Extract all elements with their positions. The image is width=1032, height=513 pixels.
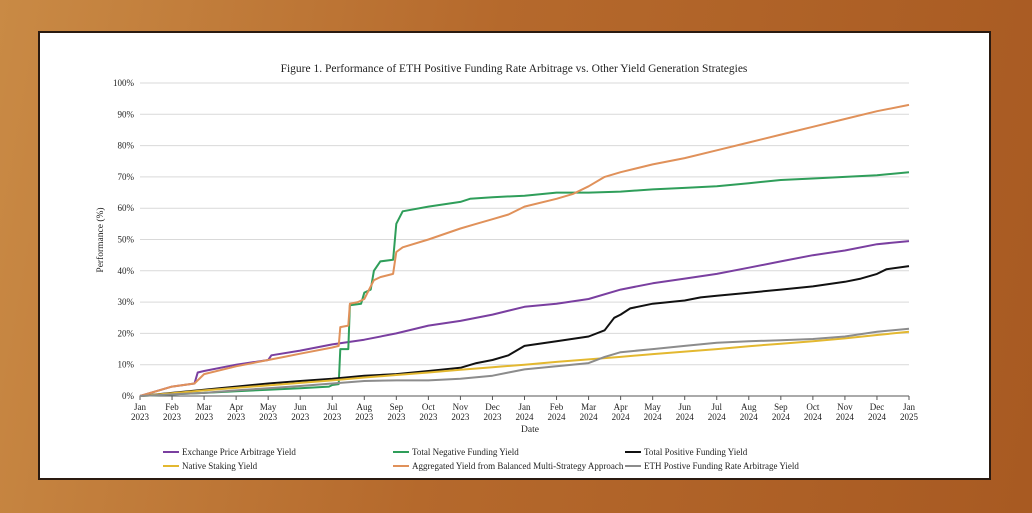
x-tick-label-year: 2025 <box>900 412 919 422</box>
x-tick-label-month: Jan <box>134 402 146 412</box>
x-tick-label-year: 2023 <box>387 412 406 422</box>
x-tick-label-month: Nov <box>453 402 469 412</box>
x-tick-label-month: Oct <box>422 402 435 412</box>
x-tick-label-year: 2023 <box>163 412 182 422</box>
y-tick-label: 10% <box>118 360 135 370</box>
series-line-1 <box>139 240 910 397</box>
y-tick-label: 0% <box>122 391 135 401</box>
x-tick-label-month: Mar <box>581 402 596 412</box>
x-tick-label-year: 2023 <box>355 412 374 422</box>
legend-label-3: Total Positive Funding Yield <box>644 447 748 457</box>
y-tick-label: 20% <box>118 328 135 338</box>
x-tick-label-month: Feb <box>165 402 179 412</box>
x-tick-label-year: 2023 <box>323 412 342 422</box>
x-tick-label-month: Jan <box>903 402 915 412</box>
series-line-2 <box>139 171 910 397</box>
y-tick-label: 40% <box>118 266 135 276</box>
x-tick-label-month: Aug <box>741 402 757 412</box>
x-tick-label-year: 2024 <box>516 412 535 422</box>
x-tick-label-month: Aug <box>357 402 373 412</box>
y-tick-label: 80% <box>118 141 135 151</box>
x-tick-label-month: Mar <box>197 402 212 412</box>
y-tick-label: 50% <box>118 235 135 245</box>
x-tick-label-month: Oct <box>806 402 819 412</box>
x-tick-label-month: Apr <box>614 402 628 412</box>
x-tick-label-year: 2023 <box>227 412 246 422</box>
x-tick-label-year: 2023 <box>483 412 502 422</box>
x-tick-label-month: Feb <box>550 402 564 412</box>
x-tick-label-year: 2024 <box>580 412 599 422</box>
x-tick-label-year: 2024 <box>708 412 727 422</box>
chart-title: Figure 1. Performance of ETH Positive Fu… <box>281 63 748 75</box>
x-tick-label-year: 2023 <box>195 412 214 422</box>
x-axis-label: Date <box>521 425 539 435</box>
x-tick-label-year: 2023 <box>451 412 470 422</box>
x-tick-label-year: 2023 <box>291 412 310 422</box>
x-tick-label-month: Apr <box>229 402 243 412</box>
x-tick-label-year: 2024 <box>644 412 663 422</box>
x-tick-label-year: 2024 <box>836 412 855 422</box>
x-tick-label-year: 2024 <box>676 412 695 422</box>
series-line-4 <box>139 330 910 397</box>
legend-label-4: Native Staking Yield <box>182 461 258 471</box>
y-tick-label: 70% <box>118 172 135 182</box>
x-tick-label-year: 2023 <box>419 412 438 422</box>
x-tick-label-month: Jun <box>294 402 307 412</box>
legend-label-1: Exchange Price Arbitrage Yield <box>182 447 296 457</box>
x-tick-label-year: 2023 <box>131 412 150 422</box>
x-tick-label-month: Jul <box>327 402 338 412</box>
y-tick-label: 100% <box>113 78 135 88</box>
x-tick-label-month: Sep <box>390 402 404 412</box>
gridlines <box>140 82 909 397</box>
legend-label-6: ETH Postive Funding Rate Arbitrage Yield <box>644 461 799 471</box>
x-tick-label-month: Jan <box>519 402 531 412</box>
x-tick-label-year: 2024 <box>740 412 759 422</box>
y-axis-label: Performance (%) <box>95 207 106 272</box>
x-tick-label-year: 2024 <box>804 412 823 422</box>
x-tick-label-year: 2024 <box>548 412 567 422</box>
x-tick-label-month: Dec <box>485 402 500 412</box>
x-tick-label-year: 2024 <box>868 412 887 422</box>
legend-label-2: Total Negative Funding Yield <box>412 447 519 457</box>
x-tick-label-year: 2024 <box>612 412 631 422</box>
x-tick-label-year: 2023 <box>259 412 278 422</box>
y-tick-label: 30% <box>118 297 135 307</box>
y-tick-label: 90% <box>118 109 135 119</box>
series-line-6 <box>139 327 910 397</box>
x-tick-label-month: Jul <box>711 402 722 412</box>
x-tick-label-year: 2024 <box>772 412 791 422</box>
legend-label-5: Aggregated Yield from Balanced Multi-Str… <box>412 461 624 471</box>
x-tick-label-month: Sep <box>774 402 788 412</box>
chart-legend: Exchange Price Arbitrage Yield Total Nega… <box>163 447 799 471</box>
series-line-5 <box>139 103 910 397</box>
chart-panel: Figure 1. Performance of ETH Positive Fu… <box>38 31 991 480</box>
x-tick-label-month: May <box>260 402 277 412</box>
y-axis-ticks: 0% 10% 20% 30% 40% 50% 60% 70% 80% 90% 100% <box>113 78 135 401</box>
series-lines <box>139 103 910 397</box>
x-axis-ticks: Jan2023Feb2023Mar2023Apr2023May2023Jun20… <box>131 396 919 422</box>
line-chart: Figure 1. Performance of ETH Positive Fu… <box>95 63 919 471</box>
x-tick-label-month: Jun <box>678 402 691 412</box>
y-tick-label: 60% <box>118 203 135 213</box>
x-tick-label-month: Nov <box>837 402 853 412</box>
x-tick-label-month: May <box>644 402 661 412</box>
x-tick-label-month: Dec <box>870 402 885 412</box>
series-line-3 <box>139 265 910 397</box>
